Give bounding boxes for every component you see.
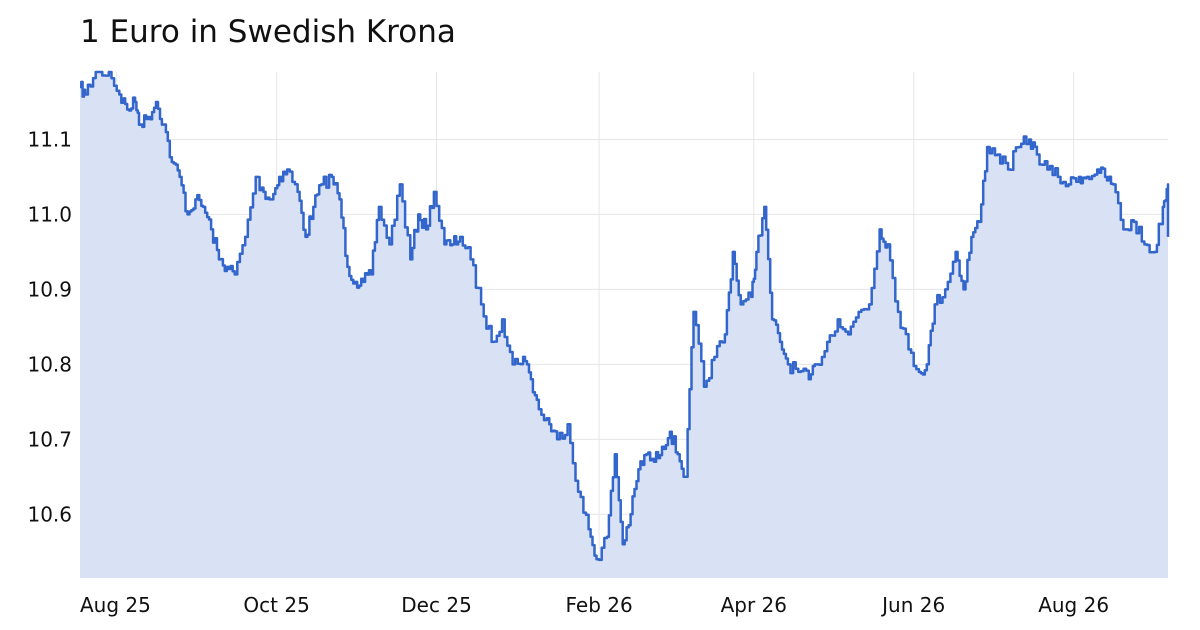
x-tick-label: Aug 26 — [1038, 593, 1109, 617]
chart-title: 1 Euro in Swedish Krona — [80, 14, 456, 50]
y-tick-label: 10.8 — [27, 352, 72, 376]
x-tick-label: Oct 25 — [243, 593, 309, 617]
y-tick-label: 11.0 — [27, 202, 72, 226]
y-axis-labels: 11.1 11.0 10.9 10.8 10.7 10.6 — [27, 127, 72, 526]
area-fill — [80, 72, 1168, 578]
x-tick-label: Aug 25 — [80, 593, 151, 617]
x-tick-label: Jun 26 — [880, 593, 945, 617]
y-tick-label: 10.6 — [27, 502, 72, 526]
y-tick-label: 10.9 — [27, 277, 72, 301]
y-tick-label: 11.1 — [27, 127, 72, 151]
x-tick-label: Dec 25 — [401, 593, 472, 617]
x-axis-labels: Aug 25 Oct 25 Dec 25 Feb 26 Apr 26 Jun 26 Aug … — [80, 593, 1109, 617]
x-tick-label: Feb 26 — [565, 593, 632, 617]
x-tick-label: Apr 26 — [721, 593, 787, 617]
series-line — [80, 70, 1170, 562]
y-tick-label: 10.7 — [27, 427, 72, 451]
